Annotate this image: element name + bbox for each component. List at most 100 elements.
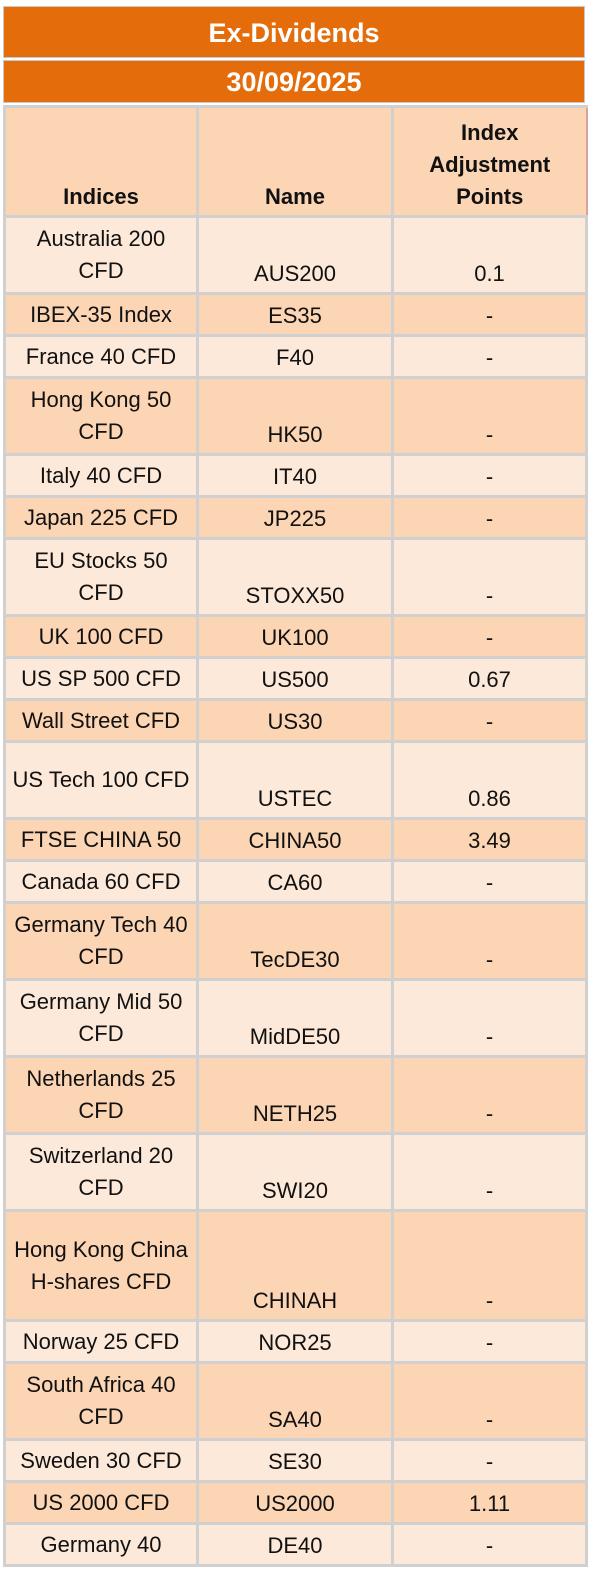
table-row: Netherlands 25 CFD NETH25- (3, 1055, 588, 1135)
table-date: 30/09/2025 (3, 60, 585, 103)
index-cell: Hong Kong 50 CFD (3, 376, 199, 456)
table-row: Norway 25 CFD NOR25- (3, 1319, 588, 1364)
table-row: Germany 40 DE40- (3, 1522, 588, 1567)
header-row: Indices Name Index Adjustment Points (3, 105, 588, 218)
table-row: South Africa 40 CFD SA40- (3, 1361, 588, 1441)
index-cell: Sweden 30 CFD (3, 1438, 199, 1483)
points-cell: - (391, 1361, 588, 1441)
name-cell: MidDE50 (196, 978, 394, 1058)
name-cell: ES35 (196, 292, 394, 337)
index-cell: Hong Kong China H-shares CFD (3, 1209, 199, 1322)
index-cell: UK 100 CFD (3, 614, 199, 659)
points-cell: - (391, 334, 588, 379)
table-row: Japan 225 CFD JP225- (3, 495, 588, 540)
index-cell: Switzerland 20 CFD (3, 1132, 199, 1212)
index-cell: EU Stocks 50 CFD (3, 537, 199, 617)
name-cell: US30 (196, 698, 394, 743)
index-cell: US 2000 CFD (3, 1480, 199, 1525)
points-cell: 0.67 (391, 656, 588, 701)
points-cell: - (391, 1522, 588, 1567)
index-cell: Germany 40 (3, 1522, 199, 1567)
points-cell: - (391, 698, 588, 743)
points-cell: 0.86 (391, 740, 588, 820)
index-cell: Germany Mid 50 CFD (3, 978, 199, 1058)
name-cell: TecDE30 (196, 901, 394, 981)
points-cell: - (391, 495, 588, 540)
table-row: Canada 60 CFD CA60- (3, 859, 588, 904)
table-row: US SP 500 CFD US500 0.67 (3, 656, 588, 701)
points-cell: - (391, 859, 588, 904)
table-row: UK 100 CFD UK100- (3, 614, 588, 659)
table-row: US 2000 CFD US2000 1.11 (3, 1480, 588, 1525)
name-cell: UK100 (196, 614, 394, 659)
points-cell: - (391, 1055, 588, 1135)
index-cell: South Africa 40 CFD (3, 1361, 199, 1441)
name-cell: DE40 (196, 1522, 394, 1567)
name-cell: IT40 (196, 453, 394, 498)
header-indices: Indices (3, 105, 199, 218)
table-row: Sweden 30 CFD SE30- (3, 1438, 588, 1483)
table-row: Germany Mid 50 CFD MidDE50- (3, 978, 588, 1058)
name-cell: HK50 (196, 376, 394, 456)
table-row: Germany Tech 40 CFD TecDE30- (3, 901, 588, 981)
table-row: FTSE CHINA 50 CHINA50 3.49 (3, 817, 588, 862)
name-cell: NOR25 (196, 1319, 394, 1364)
header-name: Name (196, 105, 394, 218)
index-cell: US Tech 100 CFD (3, 740, 199, 820)
name-cell: CHINAH (196, 1209, 394, 1322)
index-cell: Germany Tech 40 CFD (3, 901, 199, 981)
header-index-adjustment-points: Index Adjustment Points (391, 105, 588, 218)
table-row: France 40 CFD F40- (3, 334, 588, 379)
name-cell: STOXX50 (196, 537, 394, 617)
index-cell: Japan 225 CFD (3, 495, 199, 540)
name-cell: F40 (196, 334, 394, 379)
index-cell: Australia 200 CFD (3, 215, 199, 295)
name-cell: CA60 (196, 859, 394, 904)
points-cell: - (391, 1319, 588, 1364)
table-row: IBEX-35 Index ES35- (3, 292, 588, 337)
name-cell: US2000 (196, 1480, 394, 1525)
index-cell: Wall Street CFD (3, 698, 199, 743)
points-cell: - (391, 901, 588, 981)
index-cell: Netherlands 25 CFD (3, 1055, 199, 1135)
points-cell: - (391, 1132, 588, 1212)
points-cell: - (391, 453, 588, 498)
points-cell: - (391, 292, 588, 337)
index-cell: Italy 40 CFD (3, 453, 199, 498)
points-cell: - (391, 614, 588, 659)
points-cell: - (391, 978, 588, 1058)
name-cell: CHINA50 (196, 817, 394, 862)
table-body: Australia 200 CFD AUS200 0.1 IBEX-35 Index E… (3, 215, 588, 1567)
table-row: Wall Street CFD US30- (3, 698, 588, 743)
table-row: Hong Kong China H-shares CFD CHINAH - (3, 1209, 588, 1322)
table-title: Ex-Dividends (3, 6, 585, 58)
table-row: Italy 40 CFD IT40- (3, 453, 588, 498)
points-cell: 3.49 (391, 817, 588, 862)
points-cell: - (391, 1209, 588, 1322)
name-cell: SWI20 (196, 1132, 394, 1212)
name-cell: NETH25 (196, 1055, 394, 1135)
name-cell: AUS200 (196, 215, 394, 295)
index-cell: Canada 60 CFD (3, 859, 199, 904)
index-cell: US SP 500 CFD (3, 656, 199, 701)
table-row: Switzerland 20 CFD SWI20- (3, 1132, 588, 1212)
name-cell: USTEC (196, 740, 394, 820)
points-cell: - (391, 1438, 588, 1483)
table-row: Australia 200 CFD AUS200 0.1 (3, 215, 588, 295)
name-cell: SA40 (196, 1361, 394, 1441)
points-cell: 1.11 (391, 1480, 588, 1525)
points-cell: - (391, 376, 588, 456)
name-cell: JP225 (196, 495, 394, 540)
index-cell: France 40 CFD (3, 334, 199, 379)
table-row: US Tech 100 CFD USTEC 0.86 (3, 740, 588, 820)
ex-dividends-table: Indices Name Index Adjustment Points Aus… (3, 105, 588, 1567)
points-cell: - (391, 537, 588, 617)
table-row: Hong Kong 50 CFD HK50- (3, 376, 588, 456)
name-cell: US500 (196, 656, 394, 701)
points-cell: 0.1 (391, 215, 588, 295)
index-cell: IBEX-35 Index (3, 292, 199, 337)
name-cell: SE30 (196, 1438, 394, 1483)
index-cell: Norway 25 CFD (3, 1319, 199, 1364)
table-row: EU Stocks 50 CFD STOXX50- (3, 537, 588, 617)
index-cell: FTSE CHINA 50 (3, 817, 199, 862)
